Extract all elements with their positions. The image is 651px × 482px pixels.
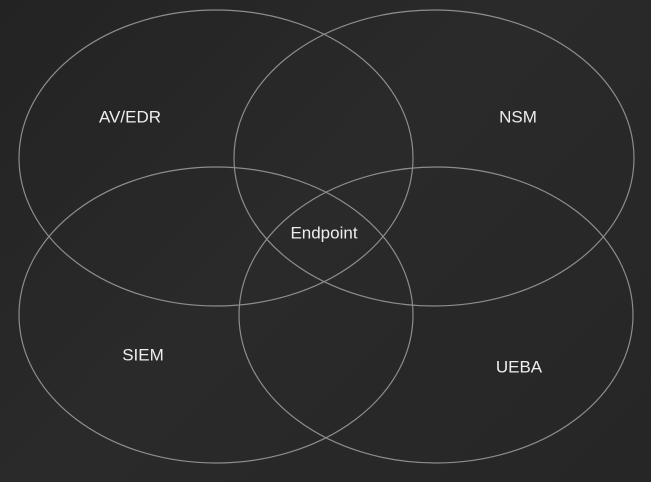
ueba-circle bbox=[238, 166, 634, 464]
siem-label: SIEM bbox=[122, 345, 164, 364]
nsm-circle bbox=[233, 9, 635, 307]
endpoint-label: Endpoint bbox=[290, 223, 357, 242]
av-edr-circle bbox=[18, 9, 414, 307]
siem-circle bbox=[18, 166, 414, 464]
ueba-label: UEBA bbox=[496, 357, 543, 376]
av-edr-label: AV/EDR bbox=[99, 107, 161, 126]
nsm-label: NSM bbox=[499, 107, 537, 126]
